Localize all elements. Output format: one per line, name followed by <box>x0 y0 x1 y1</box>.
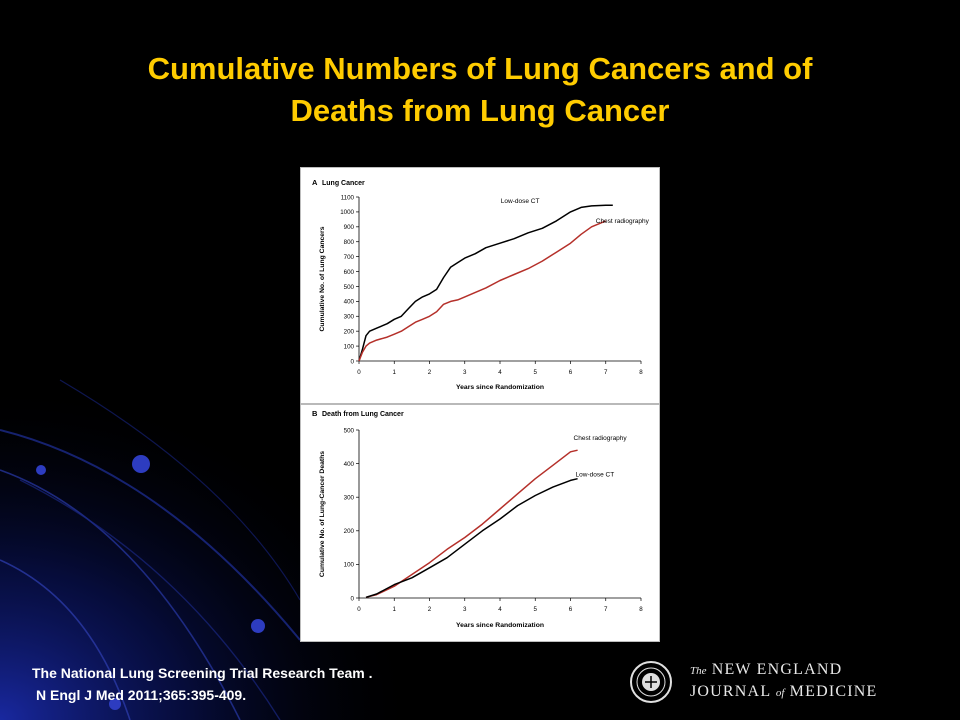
y-tick-label: 0 <box>351 358 355 365</box>
y-tick-label: 900 <box>344 224 355 231</box>
x-tick-label: 8 <box>639 606 643 613</box>
slide-title-line2: Deaths from Lung Cancer <box>290 93 670 128</box>
x-tick-label: 4 <box>498 606 502 613</box>
y-tick-label: 1100 <box>341 194 355 201</box>
journal-of: of <box>775 687 785 699</box>
x-tick-label: 4 <box>498 369 502 376</box>
series-label: Low-dose CT <box>576 472 615 479</box>
x-tick-label: 7 <box>604 606 608 613</box>
panel-title: Lung Cancer <box>322 180 365 187</box>
panel-divider <box>300 403 660 405</box>
x-tick-label: 0 <box>357 369 361 376</box>
x-axis-label: Years since Randomization <box>456 622 544 629</box>
lung-cancer-chart: A Lung Cancer0100200300400500600700800900… <box>312 178 650 629</box>
y-tick-label: 400 <box>344 461 355 468</box>
x-tick-label: 7 <box>604 369 608 376</box>
journal-the: The <box>690 665 707 677</box>
series-label: Chest radiography <box>574 435 628 442</box>
x-tick-label: 3 <box>463 606 467 613</box>
y-tick-label: 500 <box>344 284 355 291</box>
journal-name-line1: NEW ENGLAND <box>711 661 843 678</box>
y-tick-label: 0 <box>351 595 355 602</box>
y-tick-label: 700 <box>344 254 355 261</box>
x-tick-label: 2 <box>428 369 432 376</box>
x-tick-label: 1 <box>393 369 397 376</box>
citation: The National Lung Screening Trial Resear… <box>32 662 373 706</box>
series-line-low-dose-ct <box>358 204 613 362</box>
y-tick-label: 300 <box>344 314 355 321</box>
slide-title-line1: Cumulative Numbers of Lung Cancers and o… <box>147 51 813 86</box>
decor-dot <box>251 619 265 633</box>
x-tick-label: 1 <box>393 606 397 613</box>
x-tick-label: 5 <box>534 606 538 613</box>
x-tick-label: 5 <box>534 369 538 376</box>
x-tick-label: 3 <box>463 369 467 376</box>
decor-dot <box>109 698 121 710</box>
series-line-low-dose-ct <box>365 477 578 599</box>
journal-seal-logo <box>630 661 672 703</box>
series-line-chest-radiography <box>365 449 578 599</box>
panel-title: Death from Lung Cancer <box>322 411 404 418</box>
series-line-chest-radiography <box>358 220 607 362</box>
citation-line2: N Engl J Med 2011;365:395-409. <box>36 687 247 703</box>
y-tick-label: 100 <box>344 343 355 350</box>
x-tick-label: 8 <box>639 369 643 376</box>
y-tick-label: 200 <box>344 328 355 335</box>
panel-letter: B <box>312 409 318 418</box>
series-label: Low-dose CT <box>501 198 540 205</box>
journal-name-medicine: MEDICINE <box>789 683 878 700</box>
citation-line1: The National Lung Screening Trial Resear… <box>32 665 373 681</box>
y-tick-label: 100 <box>344 562 355 569</box>
y-tick-label: 600 <box>344 269 355 276</box>
y-axis-label: Cumulative No. of Lung-Cancer Deaths <box>319 451 326 577</box>
x-tick-label: 6 <box>569 606 573 613</box>
x-tick-label: 6 <box>569 369 573 376</box>
y-axis-label: Cumulative No. of Lung Cancers <box>319 226 326 331</box>
y-tick-label: 800 <box>344 239 355 246</box>
journal-name-journal: JOURNAL <box>690 683 771 700</box>
panel-letter: A <box>312 178 318 187</box>
y-tick-label: 1000 <box>340 209 354 216</box>
y-tick-label: 500 <box>344 427 355 434</box>
y-tick-label: 200 <box>344 528 355 535</box>
slide-title: Cumulative Numbers of Lung Cancers and o… <box>40 48 920 132</box>
x-tick-label: 0 <box>357 606 361 613</box>
decor-dot <box>36 465 46 475</box>
decor-dot <box>132 455 150 473</box>
x-axis-label: Years since Randomization <box>456 384 544 391</box>
x-tick-label: 2 <box>428 606 432 613</box>
y-tick-label: 400 <box>344 299 355 306</box>
journal-name: The NEW ENGLAND JOURNAL of MEDICINE <box>690 660 877 704</box>
y-tick-label: 300 <box>344 495 355 502</box>
series-label: Chest radiography <box>596 218 650 225</box>
